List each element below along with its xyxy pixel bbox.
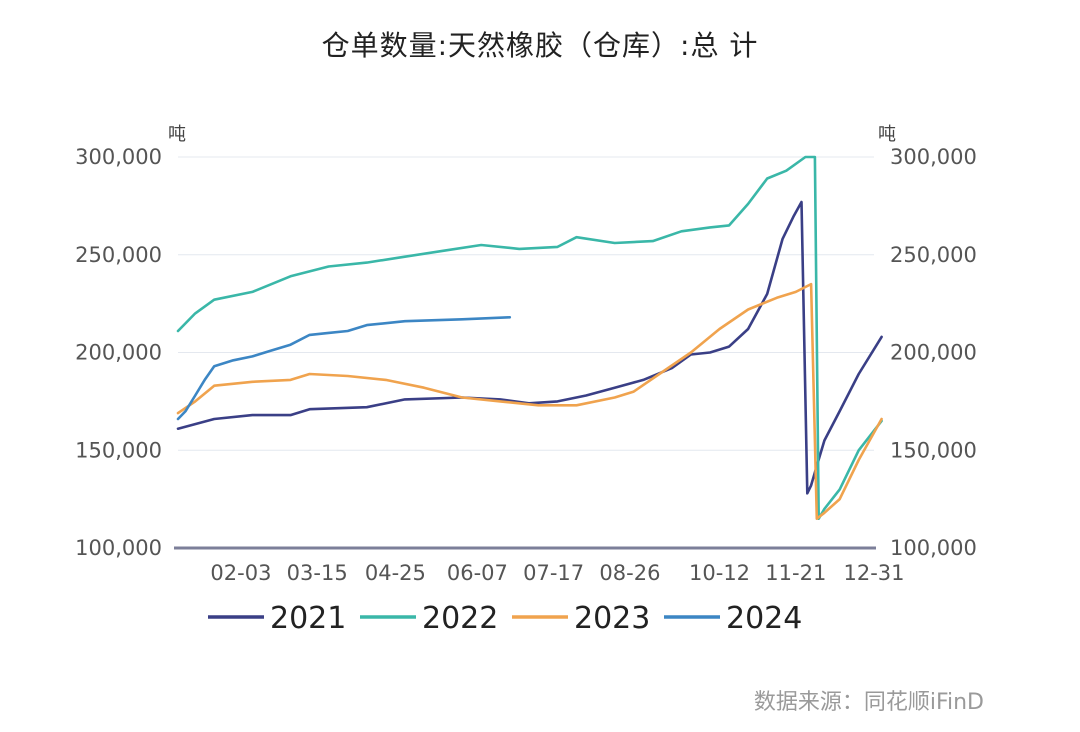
x-tick-label: 06-07 xyxy=(447,561,508,585)
x-tick-label: 10-12 xyxy=(689,561,750,585)
series-line-2022 xyxy=(176,155,883,521)
legend-label-2022: 2022 xyxy=(422,601,498,636)
x-tick-label: 11-21 xyxy=(765,561,826,585)
y-tick-label-right: 200,000 xyxy=(890,341,977,365)
y-tick-label-left: 150,000 xyxy=(75,438,162,462)
y-tick-label-left: 100,000 xyxy=(75,536,162,560)
series-line-2024 xyxy=(176,315,512,421)
right-unit-label: 吨 xyxy=(878,124,896,145)
x-tick-label: 04-25 xyxy=(365,561,426,585)
y-tick-label-right: 150,000 xyxy=(890,438,977,462)
chart-title: 仓单数量:天然橡胶（仓库）:总 计 xyxy=(321,29,759,62)
y-tick-label-right: 250,000 xyxy=(890,243,977,267)
x-tick-label: 12-31 xyxy=(843,561,904,585)
left-unit-label: 吨 xyxy=(168,124,186,145)
data-source-note: 数据来源：同花顺iFinD xyxy=(753,690,984,715)
series-line-2023 xyxy=(176,282,883,521)
legend-label-2021: 2021 xyxy=(270,601,346,636)
legend-label-2024: 2024 xyxy=(726,601,802,636)
y-tick-label-right: 100,000 xyxy=(890,536,977,560)
legend-label-2023: 2023 xyxy=(574,601,650,636)
x-tick-label: 02-03 xyxy=(210,561,271,585)
x-tick-label: 07-17 xyxy=(523,561,584,585)
x-tick-label: 03-15 xyxy=(287,561,348,585)
x-tick-label: 08-26 xyxy=(599,561,660,585)
y-tick-label-left: 250,000 xyxy=(75,243,162,267)
series-line-2021 xyxy=(176,200,883,495)
y-tick-label-right: 300,000 xyxy=(890,145,977,169)
y-tick-label-left: 200,000 xyxy=(75,341,162,365)
y-tick-label-left: 300,000 xyxy=(75,145,162,169)
